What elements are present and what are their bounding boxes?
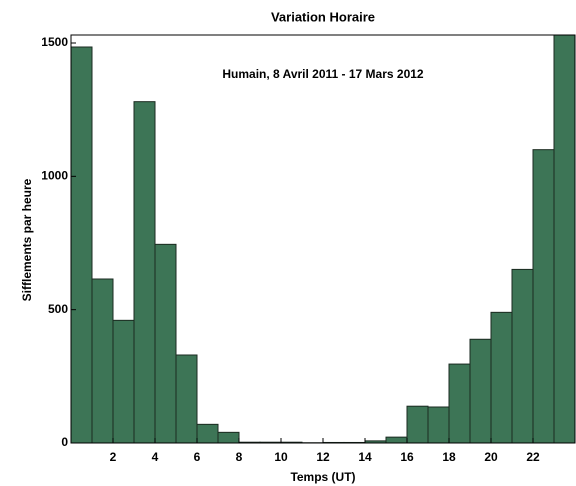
x-tick-label: 12 [316,450,330,464]
bar [91,278,114,444]
bar [70,46,93,444]
bar [490,311,513,444]
bar [133,101,156,444]
y-tick-label: 1500 [41,35,68,49]
x-axis-label: Temps (UT) [290,470,355,484]
x-tick-label: 22 [526,450,540,464]
bar [469,338,492,444]
x-tick-label: 6 [194,450,201,464]
chart-title: Variation Horaire [271,9,375,24]
x-tick-label: 16 [400,450,414,464]
bar [553,34,576,444]
bar [532,149,555,444]
x-tick-label: 8 [236,450,243,464]
x-tick-label: 10 [274,450,288,464]
bar [427,406,450,444]
bar [196,423,219,444]
x-tick-label: 14 [358,450,372,464]
bar [175,354,198,444]
y-tick-label: 500 [48,302,68,316]
bar [217,431,240,444]
x-tick-label: 20 [484,450,498,464]
y-tick-label: 1000 [41,169,68,183]
bar [154,243,177,444]
bar [511,268,534,444]
x-tick-label: 18 [442,450,456,464]
y-axis-label: Sifflements par heure [20,178,34,301]
bar [448,363,471,444]
bar [406,405,429,444]
annotation: Humain, 8 Avril 2011 - 17 Mars 2012 [222,67,424,81]
y-tick-label: 0 [61,435,68,449]
bar [385,436,408,444]
x-tick-label: 4 [152,450,159,464]
bar [112,319,135,444]
x-tick-label: 2 [110,450,117,464]
